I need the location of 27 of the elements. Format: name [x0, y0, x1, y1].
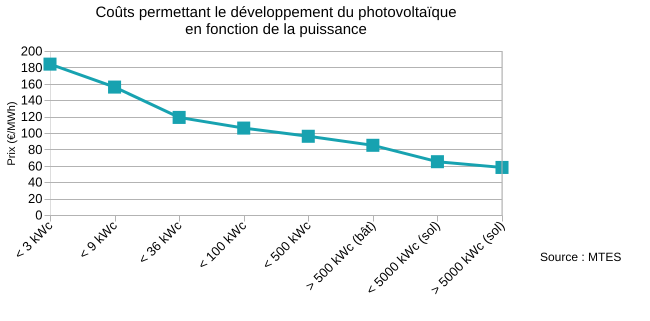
- y-tick-label: 160: [20, 76, 42, 92]
- x-tick-label: < 36 kWc: [135, 217, 185, 268]
- y-tick-label: 40: [28, 174, 42, 190]
- point: [302, 130, 315, 143]
- x-tick-label: < 500 kWc: [259, 217, 314, 272]
- point: [430, 155, 444, 168]
- y-tick-label: 180: [20, 60, 42, 75]
- point: [43, 58, 57, 71]
- y-tick-label: 100: [20, 126, 42, 140]
- text: Coûts permettant le développement du photovoltaïque: [95, 4, 457, 21]
- point: [366, 138, 380, 152]
- x-tick-label: < 9 kWc: [76, 218, 120, 262]
- point: [237, 122, 250, 135]
- x-tick-label: < 100 kWc: [194, 217, 250, 272]
- y-tick-label: 0: [35, 208, 42, 222]
- y-tick-label: 120: [20, 109, 42, 124]
- point: [108, 80, 122, 94]
- y-tick-label: 80: [28, 142, 42, 157]
- y-tick-label: 140: [20, 92, 42, 108]
- point: [172, 110, 186, 124]
- point: [495, 160, 509, 174]
- y-tick-label: 20: [28, 191, 42, 206]
- source-note: Source : MTES: [540, 250, 622, 264]
- y-axis-title: Prix (€/MWh): [6, 101, 18, 166]
- y-tick-label: 60: [28, 158, 42, 174]
- text: en fonction de la puissance: [185, 21, 367, 38]
- y-tick-label: 200: [20, 44, 42, 58]
